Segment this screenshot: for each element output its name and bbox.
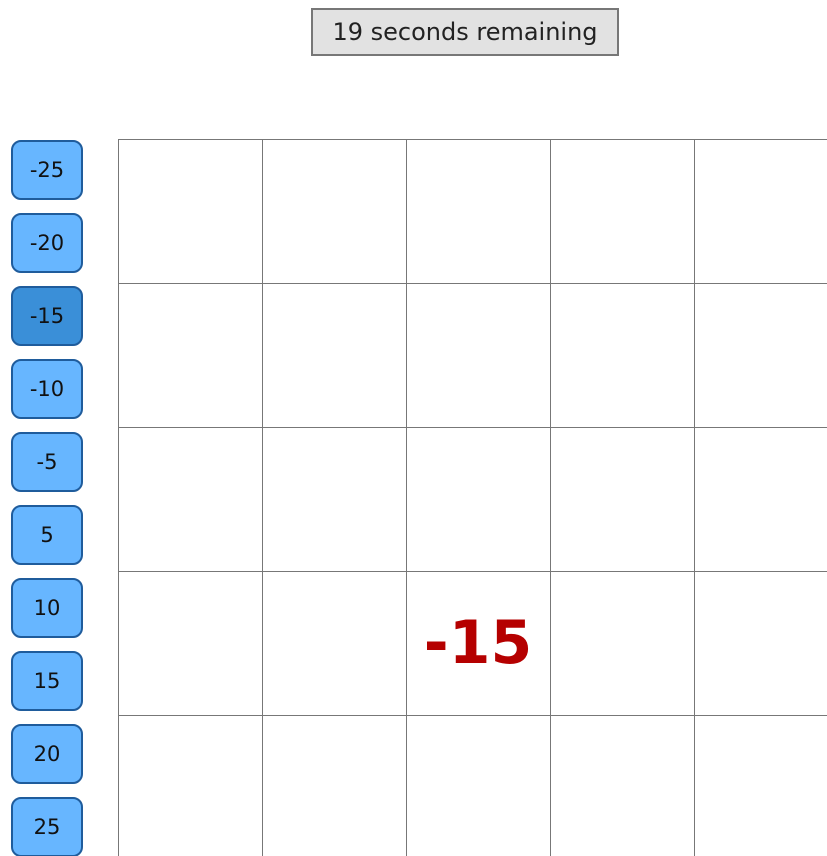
number-button[interactable]: 15 <box>11 651 83 711</box>
number-button[interactable]: 10 <box>11 578 83 638</box>
board-cell[interactable] <box>694 715 827 856</box>
board-cell[interactable] <box>694 427 827 571</box>
board-cell[interactable] <box>406 283 550 427</box>
board-cell[interactable] <box>406 139 550 283</box>
board-cell[interactable] <box>550 427 694 571</box>
board-cell[interactable] <box>550 139 694 283</box>
board-cell[interactable] <box>118 571 262 715</box>
placed-number: -15 <box>423 608 533 678</box>
number-button-selected[interactable]: -15 <box>11 286 83 346</box>
number-button[interactable]: -5 <box>11 432 83 492</box>
board-cell[interactable] <box>118 427 262 571</box>
board-cell[interactable] <box>694 139 827 283</box>
board-cell[interactable] <box>262 715 406 856</box>
number-button[interactable]: 5 <box>11 505 83 565</box>
board-cell[interactable] <box>262 427 406 571</box>
timer: 19 seconds remaining <box>311 8 619 56</box>
number-button[interactable]: -20 <box>11 213 83 273</box>
board-cell[interactable] <box>694 571 827 715</box>
number-button[interactable]: 20 <box>11 724 83 784</box>
board-cell[interactable] <box>118 139 262 283</box>
board-cell[interactable] <box>550 571 694 715</box>
board-cell[interactable] <box>550 715 694 856</box>
board-cell[interactable] <box>406 571 550 715</box>
number-button[interactable]: -25 <box>11 140 83 200</box>
number-button[interactable]: -10 <box>11 359 83 419</box>
board-cell[interactable] <box>406 715 550 856</box>
board-cell[interactable] <box>262 283 406 427</box>
board-cell[interactable] <box>550 283 694 427</box>
board-cell[interactable] <box>262 571 406 715</box>
board-cell[interactable] <box>406 427 550 571</box>
board-cell[interactable] <box>118 715 262 856</box>
board-cell[interactable] <box>118 283 262 427</box>
board-cell[interactable] <box>694 283 827 427</box>
board-cell[interactable] <box>262 139 406 283</box>
number-button[interactable]: 25 <box>11 797 83 856</box>
